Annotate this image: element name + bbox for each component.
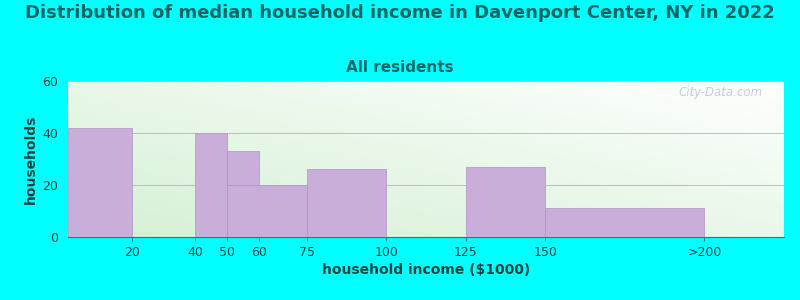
Bar	[195, 133, 227, 237]
Y-axis label: households: households	[24, 114, 38, 204]
Bar	[68, 128, 132, 237]
Text: City-Data.com: City-Data.com	[678, 86, 762, 99]
Text: Distribution of median household income in Davenport Center, NY in 2022: Distribution of median household income …	[25, 4, 775, 22]
Bar	[466, 167, 546, 237]
Bar	[546, 208, 705, 237]
Text: All residents: All residents	[346, 60, 454, 75]
Bar	[227, 151, 259, 237]
Bar	[227, 185, 306, 237]
X-axis label: household income ($1000): household income ($1000)	[322, 263, 530, 277]
Bar	[306, 169, 386, 237]
